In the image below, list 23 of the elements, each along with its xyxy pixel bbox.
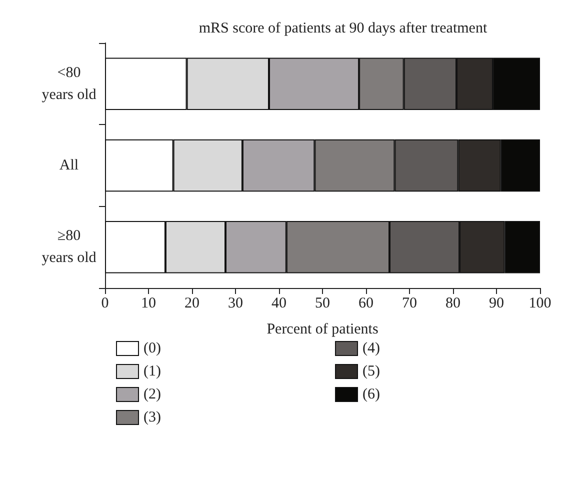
x-tick-label: 90 bbox=[489, 296, 504, 312]
x-tick-label: 70 bbox=[402, 296, 417, 312]
x-tick-label: 40 bbox=[272, 296, 286, 312]
x-tick-label: 100 bbox=[528, 296, 552, 312]
x-axis-title: Percent of patients bbox=[266, 322, 378, 338]
x-tick-label: 0 bbox=[101, 296, 109, 312]
x-tick-label: 80 bbox=[446, 296, 460, 312]
legend-label: (4) bbox=[362, 340, 380, 356]
x-tick-label: 60 bbox=[358, 296, 374, 312]
x-tick-label: 30 bbox=[228, 296, 243, 312]
legend-label: (1) bbox=[144, 364, 161, 380]
y-tick-label: ≥80 years old bbox=[42, 228, 97, 266]
y-tick-label: All bbox=[59, 158, 79, 174]
x-tick-label: 10 bbox=[141, 296, 156, 312]
y-tick-label: <80 years old bbox=[42, 64, 97, 103]
legend-label: (2) bbox=[144, 386, 161, 402]
legend-label: (5) bbox=[362, 364, 380, 380]
x-tick-label: 50 bbox=[315, 296, 330, 312]
chart-title: mRS score of patients at 90 days after treatment bbox=[198, 20, 488, 36]
legend-label: (3) bbox=[144, 410, 161, 426]
x-tick-label: 20 bbox=[184, 296, 200, 312]
legend-label: (0) bbox=[144, 340, 161, 356]
legend-label: (6) bbox=[362, 386, 380, 402]
